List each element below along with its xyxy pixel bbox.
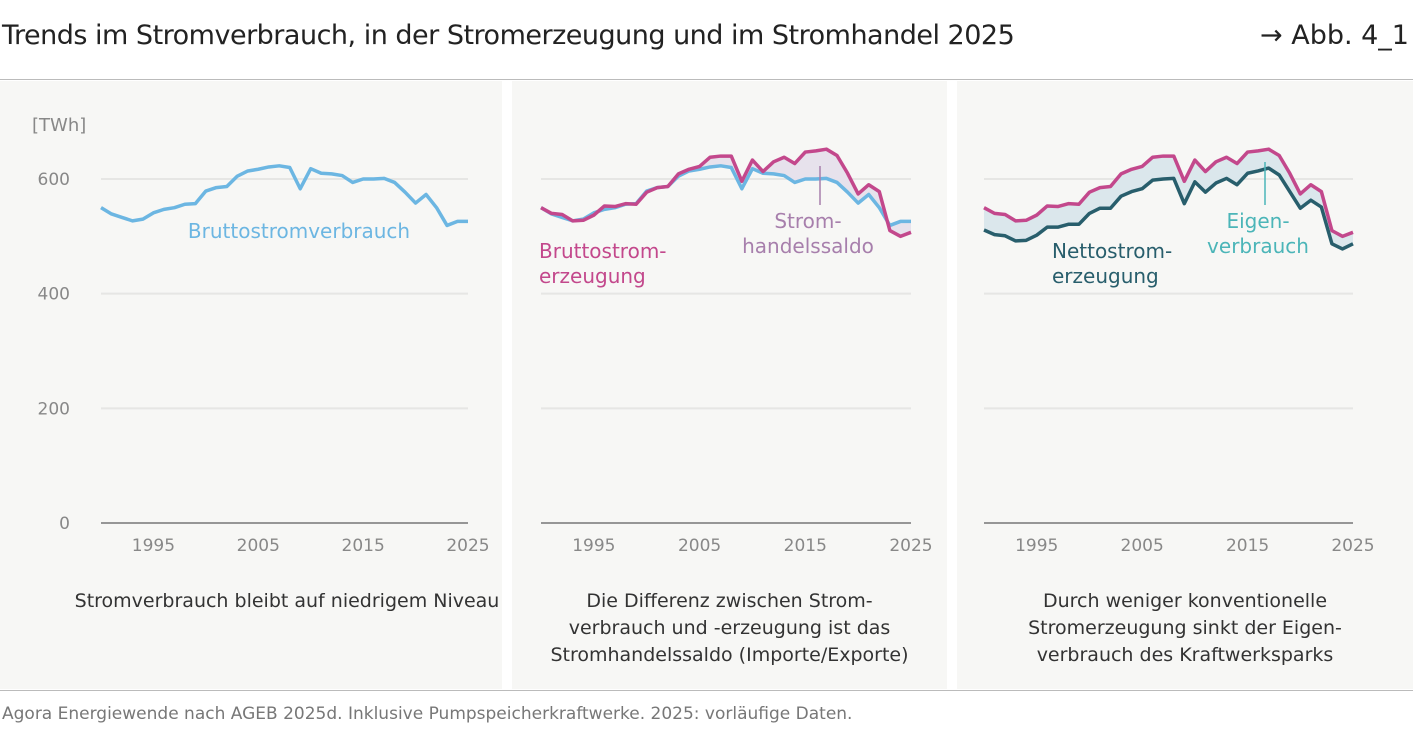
y-tick-label: 600 xyxy=(38,170,70,190)
panel-verbrauch xyxy=(0,81,502,689)
y-axis-label: [TWh] xyxy=(32,115,86,136)
y-tick-label: 400 xyxy=(38,285,70,305)
x-tick-label: 1995 xyxy=(1015,536,1058,556)
x-tick-label: 2025 xyxy=(446,536,489,556)
label-bruttostromerzeugung: Bruttostrom- xyxy=(539,239,667,263)
bottom-divider xyxy=(0,690,1413,691)
top-divider xyxy=(0,79,1413,80)
caption-panel-3: Durch weniger konventionelle Stromerzeugu… xyxy=(1028,590,1342,666)
figure-reference: → Abb. 4_1 xyxy=(1260,20,1409,51)
x-tick-label: 1995 xyxy=(572,536,615,556)
series-line-verbrauch xyxy=(100,164,468,228)
label-bruttostromerzeugung: erzeugung xyxy=(539,264,646,288)
label-eigenverbrauch: verbrauch xyxy=(1207,234,1309,258)
saldo-area xyxy=(541,149,911,237)
label-nettostromerzeugung: Nettostrom- xyxy=(1052,239,1172,263)
x-tick-label: 2005 xyxy=(678,536,721,556)
label-eigenverbrauch: Eigen- xyxy=(1226,209,1289,233)
series-line-verbrauch xyxy=(540,164,911,228)
series-line-erzeugung xyxy=(983,147,1354,239)
x-tick-label: 2015 xyxy=(784,536,827,556)
label-stromhandelssaldo: handelssaldo xyxy=(742,234,874,258)
source-note: Agora Energiewende nach AGEB 2025d. Inkl… xyxy=(2,704,853,724)
y-tick-label: 0 xyxy=(59,514,70,534)
x-tick-label: 2025 xyxy=(1331,536,1374,556)
label-bruttostromverbrauch: Bruttostromverbrauch xyxy=(188,219,410,243)
caption-panel-2: Die Differenz zwischen Strom-verbrauch u… xyxy=(550,590,909,666)
y-tick-label: 200 xyxy=(38,399,70,419)
x-tick-label: 2025 xyxy=(889,536,932,556)
x-tick-label: 2015 xyxy=(1226,536,1269,556)
x-tick-label: 2015 xyxy=(342,536,385,556)
panel-handelssaldo xyxy=(512,81,947,689)
series-line-netto xyxy=(983,166,1354,251)
x-tick-label: 2005 xyxy=(1121,536,1164,556)
x-tick-label: 1995 xyxy=(132,536,175,556)
label-stromhandelssaldo: Strom- xyxy=(774,209,841,233)
x-tick-label: 2005 xyxy=(237,536,280,556)
caption-panel-1: Stromverbrauch bleibt auf niedrigem Nive… xyxy=(74,590,500,612)
figure-title: Trends im Stromverbrauch, in der Stromer… xyxy=(2,20,1015,51)
label-nettostromerzeugung: erzeugung xyxy=(1052,264,1159,288)
series-line-erzeugung xyxy=(540,147,912,239)
